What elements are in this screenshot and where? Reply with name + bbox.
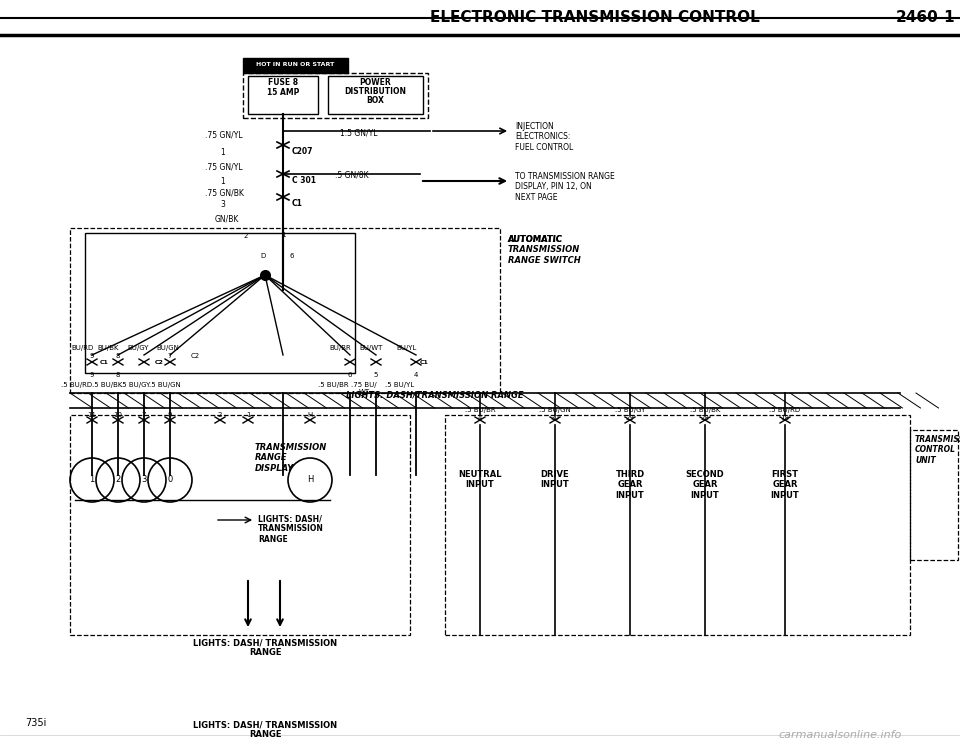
Text: ELECTRONIC TRANSMISSION CONTROL: ELECTRONIC TRANSMISSION CONTROL <box>430 10 760 25</box>
Text: DRIVE
INPUT: DRIVE INPUT <box>540 470 569 489</box>
Text: 10: 10 <box>113 412 123 418</box>
Text: NEUTRAL
INPUT: NEUTRAL INPUT <box>458 470 502 489</box>
Bar <box>70 228 500 393</box>
Text: H: H <box>307 412 313 418</box>
Text: 11: 11 <box>87 412 97 418</box>
Text: BOX: BOX <box>366 96 384 105</box>
Text: 9: 9 <box>168 412 172 418</box>
Text: POWER: POWER <box>359 78 391 87</box>
Text: 28: 28 <box>701 415 709 421</box>
Bar <box>445 415 910 635</box>
Bar <box>910 430 958 560</box>
Text: carmanualsonline.info: carmanualsonline.info <box>779 730 901 740</box>
Text: D: D <box>260 253 265 259</box>
Text: .75 GN/BK: .75 GN/BK <box>205 188 244 197</box>
Text: 9: 9 <box>89 372 94 378</box>
Text: FIRST
GEAR
INPUT: FIRST GEAR INPUT <box>771 470 800 500</box>
Text: 1: 1 <box>89 475 95 484</box>
Text: C207: C207 <box>292 147 314 156</box>
Text: TO TRANSMISSION RANGE
DISPLAY, PIN 12, ON
NEXT PAGE: TO TRANSMISSION RANGE DISPLAY, PIN 12, O… <box>515 172 614 202</box>
Text: 1: 1 <box>246 412 251 418</box>
Text: GN/BK: GN/BK <box>215 214 239 223</box>
Bar <box>328 76 423 114</box>
Text: HOT IN RUN OR START: HOT IN RUN OR START <box>256 63 334 67</box>
Text: .75 GN/YL: .75 GN/YL <box>205 131 243 140</box>
Bar <box>248 76 318 114</box>
Text: 18: 18 <box>780 415 789 421</box>
Text: TRANSMISSION
RANGE
DISPLAY: TRANSMISSION RANGE DISPLAY <box>255 443 327 473</box>
Text: BU/GY: BU/GY <box>128 345 149 351</box>
Text: H: H <box>307 475 313 484</box>
Text: 2460-1: 2460-1 <box>896 10 955 25</box>
Text: LIGHTS: DASH/TRANSMISSION RANGE: LIGHTS: DASH/TRANSMISSION RANGE <box>347 390 524 399</box>
Text: 2: 2 <box>244 233 248 239</box>
Text: .5 GN/8K: .5 GN/8K <box>335 171 369 180</box>
Text: THIRD
GEAR
INPUT: THIRD GEAR INPUT <box>615 470 644 500</box>
Text: 3: 3 <box>220 200 225 209</box>
Text: .5 BU/GY: .5 BU/GY <box>120 382 150 388</box>
Text: 4: 4 <box>478 415 482 421</box>
Text: BU/BR: BU/BR <box>329 345 350 351</box>
Text: 7: 7 <box>168 353 172 359</box>
Text: BU/WT: BU/WT <box>359 345 383 351</box>
Text: 2: 2 <box>115 475 121 484</box>
Text: 8: 8 <box>116 372 120 378</box>
Text: LIGHTS: DASH/
TRANSMISSION
RANGE: LIGHTS: DASH/ TRANSMISSION RANGE <box>258 514 324 544</box>
Text: .75 GN/YL: .75 GN/YL <box>205 162 243 171</box>
Text: LIGHTS: DASH/ TRANSMISSION
RANGE: LIGHTS: DASH/ TRANSMISSION RANGE <box>193 720 337 739</box>
Text: 15 AMP: 15 AMP <box>267 88 300 97</box>
Text: C1: C1 <box>420 360 429 365</box>
Text: .5 BU/GN: .5 BU/GN <box>540 407 571 413</box>
Text: .5 BU/BK: .5 BU/BK <box>92 382 122 388</box>
Text: C2: C2 <box>190 353 200 359</box>
Text: 4: 4 <box>414 372 419 378</box>
Text: .5 BU/BR: .5 BU/BR <box>318 382 348 388</box>
Text: SECOND
GEAR
INPUT: SECOND GEAR INPUT <box>685 470 725 500</box>
Text: 1: 1 <box>280 232 285 238</box>
Text: AUTOMATIC: AUTOMATIC <box>508 235 563 244</box>
Text: BU/RD: BU/RD <box>71 345 93 351</box>
Text: C1: C1 <box>100 360 108 365</box>
Text: 1: 1 <box>220 148 225 157</box>
Text: 6: 6 <box>348 372 352 378</box>
Text: 8: 8 <box>116 353 120 359</box>
Text: 0: 0 <box>167 475 173 484</box>
Text: .5 BU/RD: .5 BU/RD <box>61 382 92 388</box>
Text: .5 BU/GN: .5 BU/GN <box>149 382 180 388</box>
Text: 5: 5 <box>373 372 378 378</box>
Bar <box>70 415 410 635</box>
Text: 2: 2 <box>218 412 222 418</box>
Text: 1: 1 <box>220 177 225 186</box>
Text: BU/YL: BU/YL <box>396 345 418 351</box>
Text: 3: 3 <box>141 475 147 484</box>
Text: 735i: 735i <box>25 718 46 728</box>
Text: 30: 30 <box>550 415 560 421</box>
Text: .5 BU/GY: .5 BU/GY <box>614 407 645 413</box>
Text: C 301: C 301 <box>292 176 316 185</box>
Text: C2: C2 <box>155 360 164 365</box>
Text: BU/BK: BU/BK <box>97 345 119 351</box>
Text: 7: 7 <box>142 412 146 418</box>
Text: INJECTION
ELECTRONICS:
FUEL CONTROL: INJECTION ELECTRONICS: FUEL CONTROL <box>515 122 573 151</box>
Text: TRANSMISSION
CONTROL
UNIT: TRANSMISSION CONTROL UNIT <box>915 435 960 465</box>
Text: .5 BU/BR: .5 BU/BR <box>465 407 495 413</box>
Text: BU/GN: BU/GN <box>156 345 180 351</box>
Text: C1: C1 <box>292 199 302 208</box>
Bar <box>243 73 428 118</box>
Text: 29: 29 <box>626 415 635 421</box>
Text: .5 BU/BK: .5 BU/BK <box>690 407 720 413</box>
Text: 1.5 GN/YL: 1.5 GN/YL <box>340 128 377 137</box>
Text: .5 BU/YL: .5 BU/YL <box>385 382 415 388</box>
Text: LIGHTS: DASH/ TRANSMISSION
RANGE: LIGHTS: DASH/ TRANSMISSION RANGE <box>193 638 337 657</box>
Text: .5 BU/RD: .5 BU/RD <box>769 407 801 413</box>
Text: 6: 6 <box>290 253 295 259</box>
Text: .75 BU/
WT: .75 BU/ WT <box>351 382 377 395</box>
Bar <box>243 58 348 73</box>
Text: AUTOMATIC
TRANSMISSION
RANGE SWITCH: AUTOMATIC TRANSMISSION RANGE SWITCH <box>508 235 581 265</box>
Bar <box>85 233 355 373</box>
Text: DISTRIBUTION: DISTRIBUTION <box>344 87 406 96</box>
Text: FUSE 8: FUSE 8 <box>268 78 298 87</box>
Text: 9: 9 <box>89 353 94 359</box>
